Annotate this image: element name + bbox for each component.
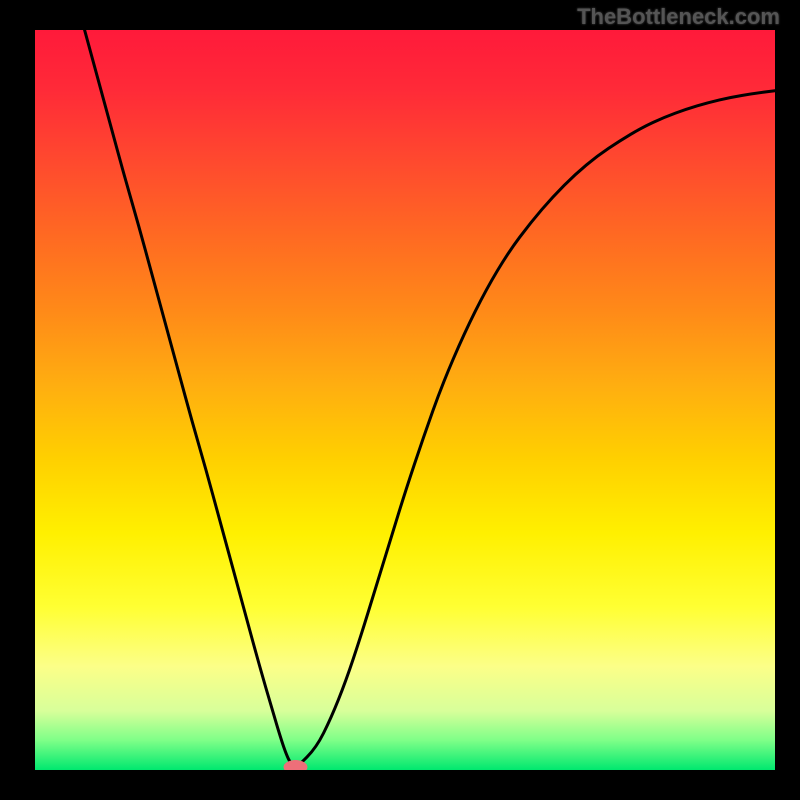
watermark-text: TheBottleneck.com [577,4,780,30]
chart-svg [35,30,775,770]
plot-area [35,30,775,770]
figure-container: TheBottleneck.com [0,0,800,800]
chart-background [35,30,775,770]
